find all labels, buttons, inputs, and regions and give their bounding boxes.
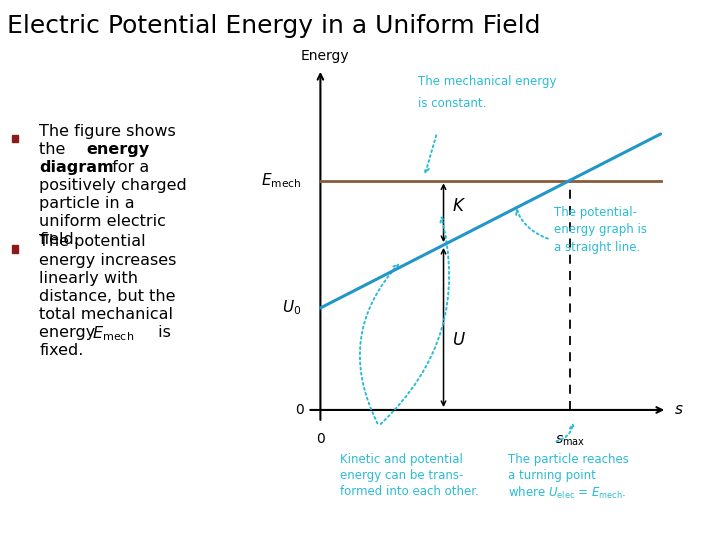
Text: $E_{\rm mech}$: $E_{\rm mech}$ <box>92 325 135 343</box>
Text: diagram: diagram <box>40 160 114 175</box>
Text: positively charged: positively charged <box>40 178 187 193</box>
Text: $U$: $U$ <box>451 331 465 349</box>
Text: total mechanical: total mechanical <box>40 307 174 322</box>
Bar <box>12 134 17 142</box>
Text: for a: for a <box>107 160 150 175</box>
Text: Electric Potential Energy in a Uniform Field: Electric Potential Energy in a Uniform F… <box>7 14 541 37</box>
Text: energy can be trans-: energy can be trans- <box>340 469 463 482</box>
Text: $E_{\rm mech}$: $E_{\rm mech}$ <box>261 171 301 190</box>
Text: fixed.: fixed. <box>40 343 84 358</box>
Text: energy: energy <box>86 142 149 157</box>
Text: the: the <box>40 142 71 157</box>
Text: The particle reaches: The particle reaches <box>508 453 629 466</box>
Text: linearly with: linearly with <box>40 271 138 286</box>
Text: a straight line.: a straight line. <box>554 241 640 254</box>
Text: energy increases: energy increases <box>40 253 176 267</box>
Text: where $U_{\rm elec}$ = $E_{\rm mech}$.: where $U_{\rm elec}$ = $E_{\rm mech}$. <box>508 485 626 501</box>
Text: 0: 0 <box>295 403 304 417</box>
Text: $U_0$: $U_0$ <box>282 299 301 318</box>
Text: is constant.: is constant. <box>418 97 486 110</box>
Text: particle in a: particle in a <box>40 196 135 211</box>
Text: $K$: $K$ <box>451 198 466 215</box>
Bar <box>12 245 17 253</box>
Text: a turning point: a turning point <box>508 469 596 482</box>
Text: energy graph is: energy graph is <box>554 223 647 237</box>
Text: 0: 0 <box>316 432 325 446</box>
Text: formed into each other.: formed into each other. <box>340 485 479 498</box>
Text: uniform electric: uniform electric <box>40 214 166 229</box>
Text: The figure shows: The figure shows <box>40 124 176 139</box>
Text: distance, but the: distance, but the <box>40 288 176 303</box>
Text: Kinetic and potential: Kinetic and potential <box>340 453 463 466</box>
Text: $s$: $s$ <box>674 402 683 417</box>
Text: The potential: The potential <box>40 234 146 249</box>
Text: The potential-: The potential- <box>554 206 636 219</box>
Text: is: is <box>153 325 171 340</box>
Text: field.: field. <box>40 232 79 247</box>
Text: energy: energy <box>40 325 101 340</box>
Text: The mechanical energy: The mechanical energy <box>418 75 556 88</box>
Text: $s_{\rm max}$: $s_{\rm max}$ <box>555 434 585 448</box>
Text: Energy: Energy <box>301 49 350 63</box>
